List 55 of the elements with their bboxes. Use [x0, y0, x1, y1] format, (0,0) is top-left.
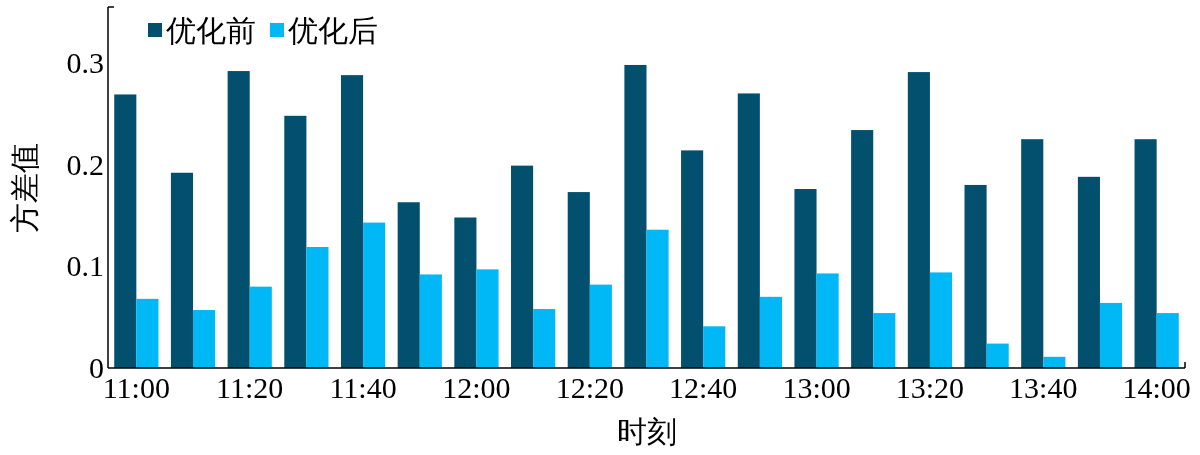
bar — [624, 64, 647, 368]
x-tick-label: 11:20 — [216, 371, 284, 404]
bar — [964, 184, 987, 368]
bar — [397, 202, 420, 368]
legend-label: 优化后 — [288, 13, 378, 47]
bar — [1156, 313, 1179, 368]
bar — [306, 246, 329, 368]
bar — [589, 284, 612, 368]
bar — [986, 343, 1009, 368]
bar — [646, 229, 669, 368]
x-tick-label: 11:40 — [329, 371, 397, 404]
bar — [227, 71, 250, 368]
bar — [476, 269, 499, 368]
bar — [340, 75, 364, 368]
bar — [454, 217, 477, 368]
bar — [249, 286, 272, 368]
x-axis-title: 时刻 — [616, 415, 677, 448]
y-axis-title: 方差值 — [7, 142, 41, 233]
x-tick-label: 13:40 — [1009, 371, 1078, 404]
bar — [873, 313, 896, 368]
bar — [284, 115, 307, 368]
x-tick-label: 13:00 — [782, 371, 851, 404]
y-tick-label: 0 — [89, 351, 104, 384]
bar — [851, 130, 874, 368]
bar — [1021, 139, 1044, 368]
bar — [114, 94, 137, 368]
bar — [907, 72, 930, 368]
bar — [737, 93, 760, 368]
legend-label: 优化前 — [166, 13, 256, 47]
x-tick-label: 14:00 — [1122, 371, 1191, 404]
bar — [1134, 139, 1157, 368]
bar — [419, 274, 442, 368]
bar — [929, 272, 953, 368]
y-tick-label: 0.3 — [66, 45, 104, 79]
bar — [136, 298, 159, 368]
bar — [567, 192, 590, 368]
bar — [816, 273, 839, 368]
bar — [1077, 176, 1100, 368]
bar — [533, 309, 556, 368]
y-tick-label: 0.1 — [66, 249, 104, 283]
bar — [363, 222, 386, 368]
y-tick-label: 0.2 — [66, 147, 104, 181]
x-tick-label: 12:40 — [669, 371, 738, 404]
bar — [794, 189, 817, 368]
bar — [759, 296, 782, 368]
bar — [193, 310, 216, 368]
bar — [170, 172, 194, 368]
bar — [681, 150, 704, 368]
bar — [703, 326, 726, 368]
x-tick-label: 12:20 — [555, 371, 624, 404]
bar — [1099, 302, 1123, 368]
x-tick-label: 11:00 — [102, 371, 170, 404]
bar — [511, 165, 534, 368]
x-tick-label: 13:20 — [895, 371, 965, 404]
x-tick-label: 12:00 — [442, 371, 511, 404]
